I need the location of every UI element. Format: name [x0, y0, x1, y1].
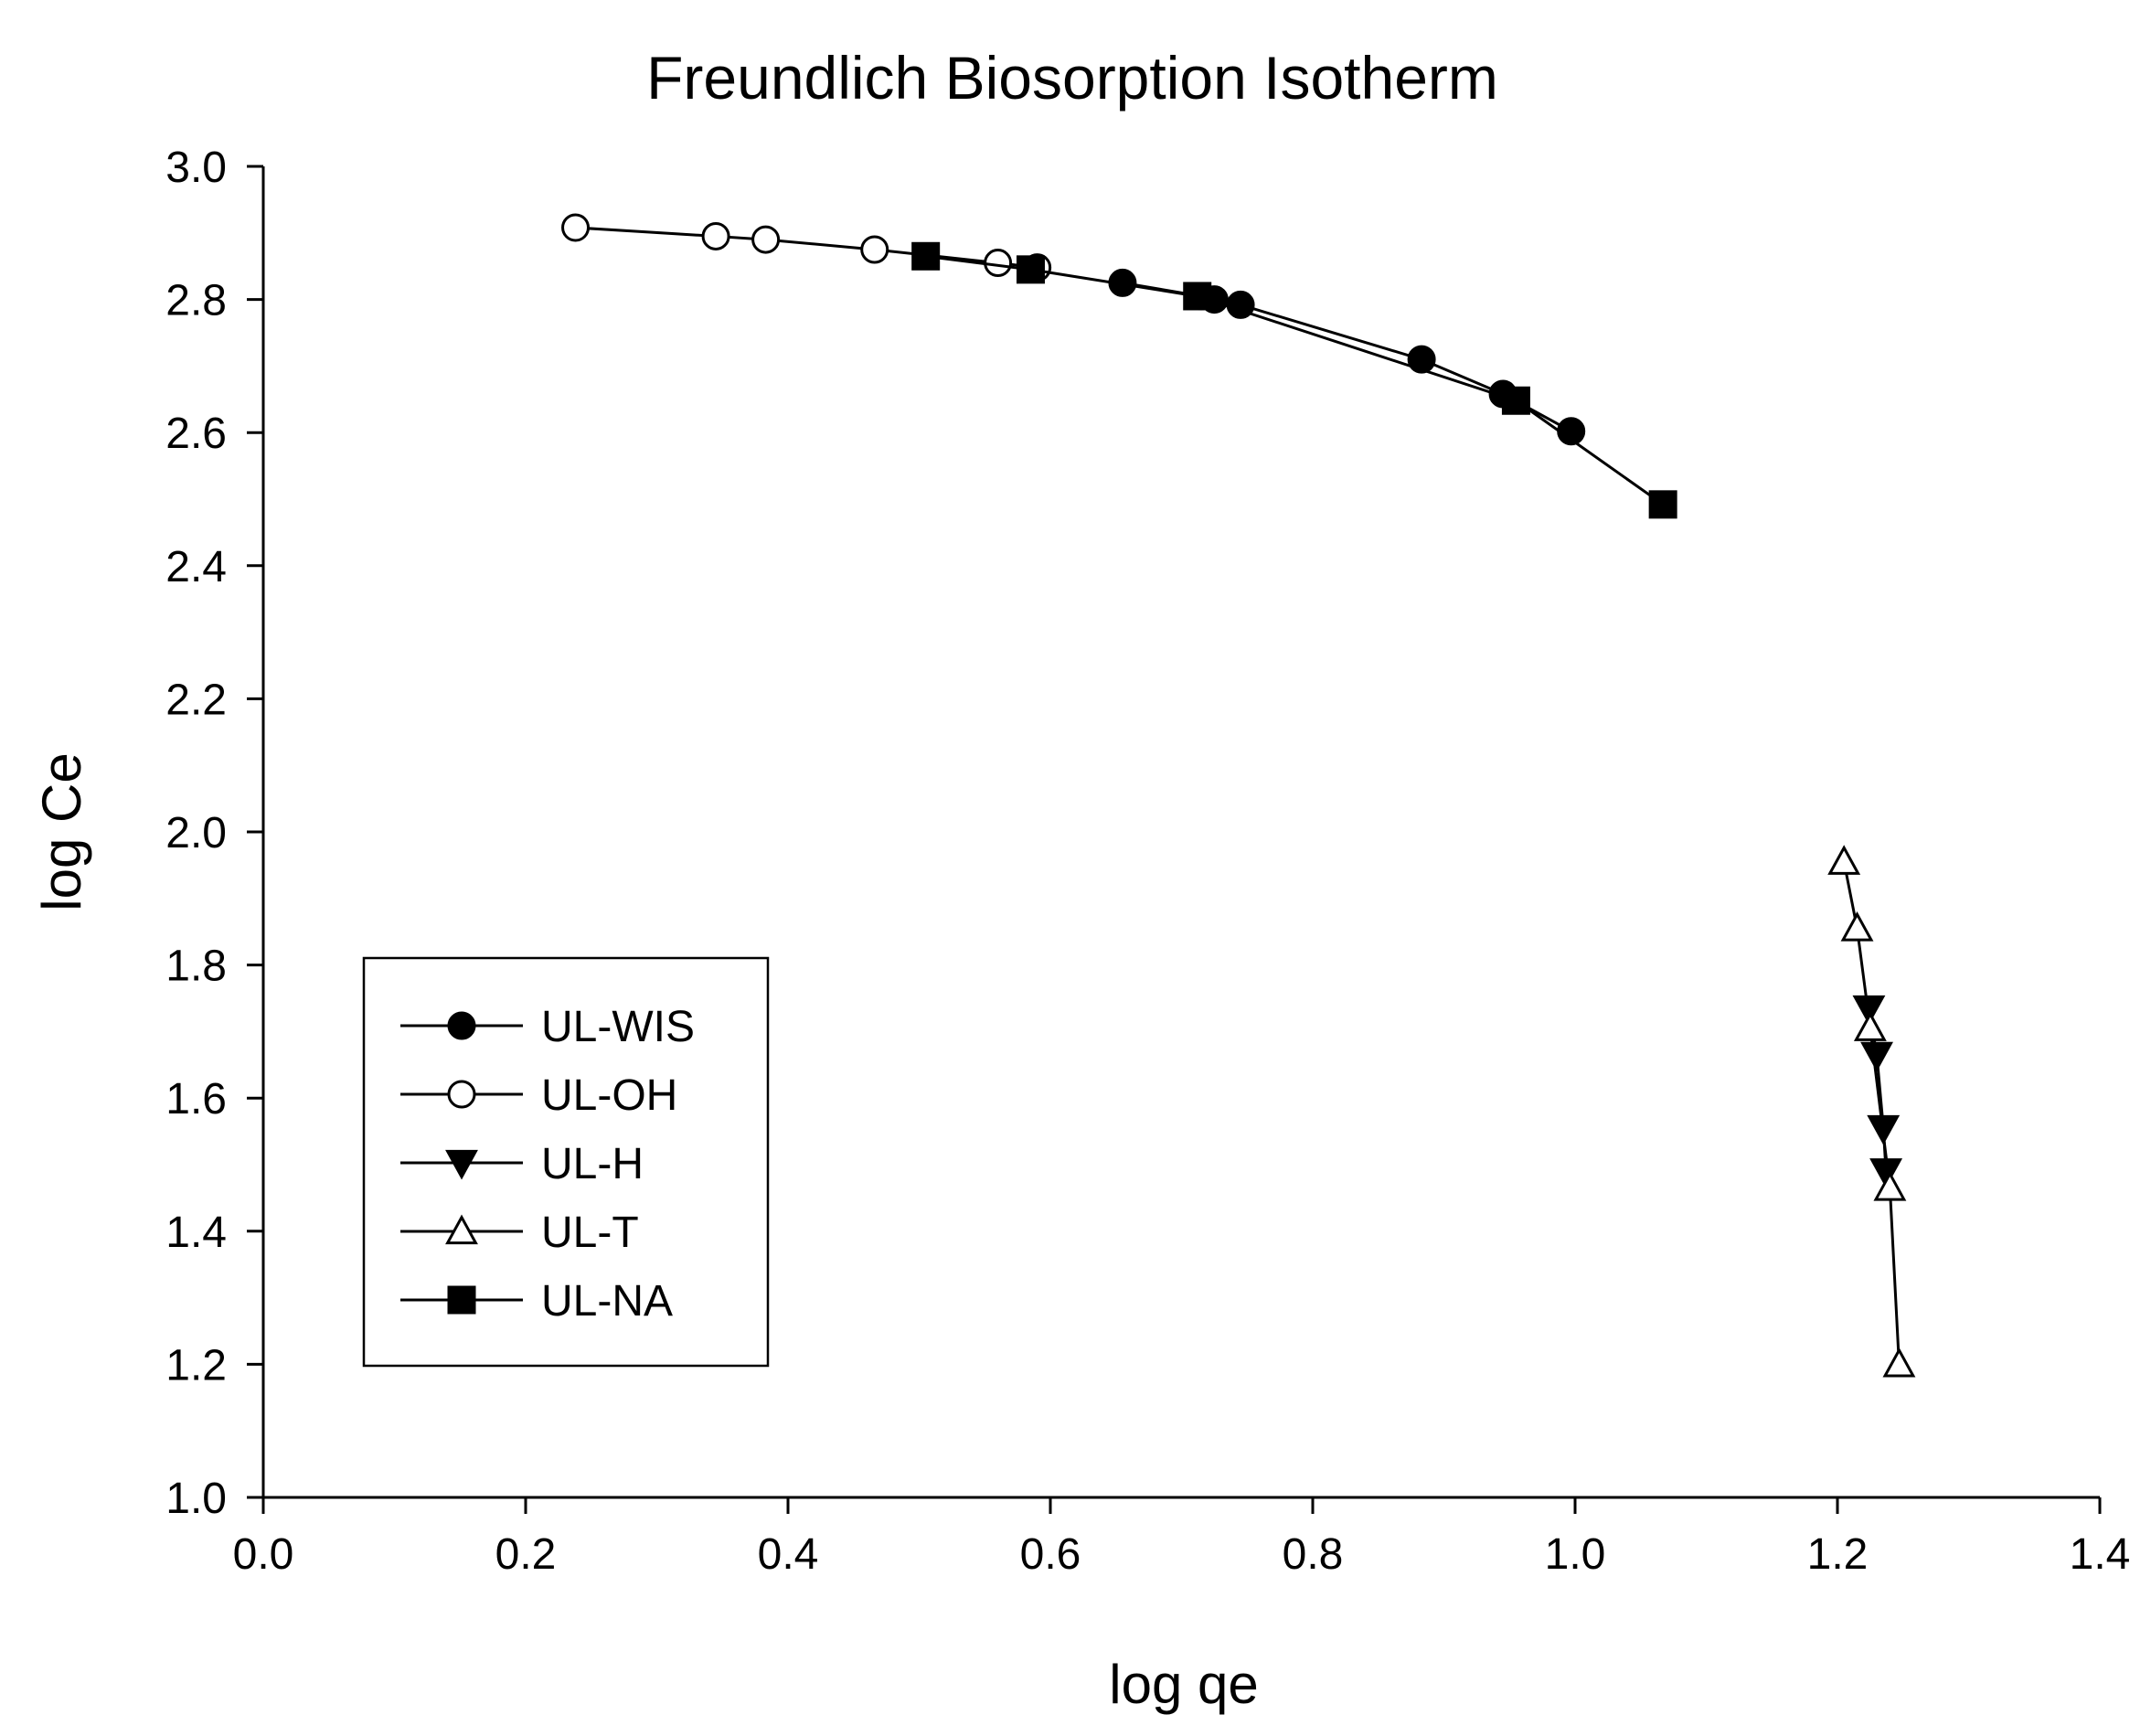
data-point [1407, 345, 1436, 374]
x-tick-label: 1.4 [2070, 1530, 2131, 1579]
data-point [1853, 1011, 1887, 1041]
y-tick-label: 2.6 [165, 410, 227, 458]
legend-item: UL-T [400, 1209, 639, 1257]
data-point [1860, 1041, 1893, 1072]
data-point [1827, 845, 1861, 875]
x-tick-label: 0.6 [1020, 1530, 1081, 1579]
y-tick-label: 2.4 [165, 543, 227, 591]
series-ul-oh [561, 213, 1052, 282]
x-tick-label: 1.0 [1545, 1530, 1606, 1579]
data-point [1648, 490, 1677, 519]
data-point [1840, 911, 1874, 942]
chart-title: Freundlich Biosorption Isotherm [646, 44, 1498, 112]
x-tick-label: 0.8 [1283, 1530, 1344, 1579]
data-point [1882, 1347, 1916, 1378]
x-tick-label: 0.0 [233, 1530, 294, 1579]
x-tick-label: 0.4 [758, 1530, 819, 1579]
x-tick-label: 0.2 [495, 1530, 557, 1579]
x-tick-label: 1.2 [1807, 1530, 1869, 1579]
legend-marker [447, 1285, 476, 1315]
series-line [925, 254, 1665, 506]
series-ul-na [911, 241, 1677, 519]
y-axis-label: log Ce [31, 752, 92, 911]
data-point [701, 221, 730, 250]
data-point [860, 235, 889, 264]
plot-area [561, 213, 1916, 1378]
series-ul-t [1827, 845, 1916, 1378]
x-axis-ticks: 0.0 0.2 0.4 0.6 0.8 1.0 1.2 1.4 [233, 1497, 2131, 1579]
data-point [1183, 282, 1212, 311]
data-point [911, 241, 941, 271]
legend-item: UL-H [400, 1140, 644, 1188]
y-tick-label: 1.0 [165, 1475, 227, 1523]
y-tick-label: 1.4 [165, 1209, 227, 1257]
legend-marker [447, 1080, 476, 1109]
y-tick-label: 2.8 [165, 277, 227, 325]
legend-item: UL-WIS [400, 1003, 695, 1051]
y-tick-label: 1.2 [165, 1341, 227, 1390]
axes: 0.0 0.2 0.4 0.6 0.8 1.0 1.2 1.4 1.0 1.2 1.4 1.6 1.8… [165, 144, 2130, 1579]
legend-label: UL-WIS [541, 1003, 695, 1051]
legend-label: UL-NA [541, 1277, 673, 1326]
data-point [1873, 1170, 1907, 1201]
legend-label: UL-T [541, 1209, 639, 1257]
y-tick-label: 2.2 [165, 676, 227, 724]
y-axis-ticks: 1.0 1.2 1.4 1.6 1.8 2.0 2.2 2.4 2.6 2.8 3.0 [165, 144, 263, 1523]
x-axis-label: log qe [1109, 1654, 1258, 1715]
series-ul-wis [1108, 268, 1586, 446]
y-tick-label: 3.0 [165, 144, 227, 192]
legend-marker [445, 1214, 478, 1245]
legend-marker [447, 1011, 476, 1040]
legend-items: UL-WIS UL-OH UL-H UL-T UL-NA [400, 1003, 695, 1326]
legend-label: UL-H [541, 1140, 644, 1188]
data-point [561, 213, 591, 242]
legend-label: UL-OH [541, 1071, 677, 1120]
data-point [751, 225, 781, 254]
legend-item: UL-NA [400, 1277, 673, 1326]
y-tick-label: 1.8 [165, 943, 227, 991]
data-point [1501, 386, 1530, 415]
y-tick-label: 1.6 [165, 1075, 227, 1124]
legend-marker [445, 1149, 478, 1180]
data-point [1016, 255, 1045, 284]
legend: UL-WIS UL-OH UL-H UL-T UL-NA [362, 956, 770, 1368]
y-tick-label: 2.0 [165, 809, 227, 857]
legend-item: UL-OH [400, 1071, 677, 1120]
